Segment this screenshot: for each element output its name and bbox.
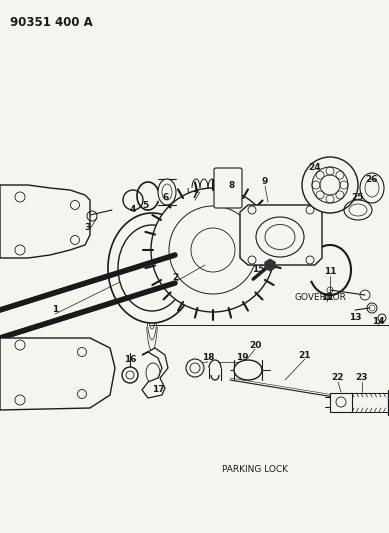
Text: 2: 2 <box>172 273 178 282</box>
Text: 90351 400 A: 90351 400 A <box>10 16 93 29</box>
Polygon shape <box>240 205 322 265</box>
Circle shape <box>169 206 257 294</box>
Ellipse shape <box>108 213 196 323</box>
Polygon shape <box>142 348 168 398</box>
Circle shape <box>151 188 275 312</box>
Text: 8: 8 <box>229 181 235 190</box>
Text: 23: 23 <box>356 374 368 383</box>
Text: 16: 16 <box>124 356 136 365</box>
Text: 5: 5 <box>142 200 148 209</box>
Ellipse shape <box>118 225 186 311</box>
Text: 26: 26 <box>366 175 378 184</box>
Circle shape <box>312 167 348 203</box>
Text: GOVERNOR: GOVERNOR <box>295 294 347 303</box>
Polygon shape <box>265 259 275 271</box>
Circle shape <box>186 359 204 377</box>
Text: 25: 25 <box>352 193 364 203</box>
Polygon shape <box>330 393 352 412</box>
Text: 7: 7 <box>192 191 198 200</box>
Ellipse shape <box>158 179 176 205</box>
Text: 6: 6 <box>163 193 169 203</box>
Ellipse shape <box>360 173 384 203</box>
Text: 20: 20 <box>249 341 261 350</box>
Text: 18: 18 <box>202 353 214 362</box>
Text: 1: 1 <box>52 305 58 314</box>
Text: 22: 22 <box>332 374 344 383</box>
Text: 12: 12 <box>321 294 333 303</box>
Ellipse shape <box>234 360 262 380</box>
Text: 21: 21 <box>299 351 311 359</box>
Ellipse shape <box>256 217 304 257</box>
Text: 24: 24 <box>309 164 321 173</box>
Ellipse shape <box>265 224 295 249</box>
Circle shape <box>320 175 340 195</box>
Text: 11: 11 <box>324 268 336 277</box>
Polygon shape <box>0 338 115 410</box>
Text: 17: 17 <box>152 385 164 394</box>
Polygon shape <box>0 185 90 258</box>
Circle shape <box>122 367 138 383</box>
Text: 4: 4 <box>130 206 136 214</box>
Text: 13: 13 <box>349 313 361 322</box>
Text: PARKING LOCK: PARKING LOCK <box>222 465 288 474</box>
Circle shape <box>302 157 358 213</box>
Text: 19: 19 <box>236 353 248 362</box>
Text: 3: 3 <box>85 223 91 232</box>
Text: 14: 14 <box>371 318 384 327</box>
Circle shape <box>191 228 235 272</box>
Text: 15: 15 <box>252 265 264 274</box>
Text: 9: 9 <box>262 177 268 187</box>
FancyBboxPatch shape <box>214 168 242 208</box>
